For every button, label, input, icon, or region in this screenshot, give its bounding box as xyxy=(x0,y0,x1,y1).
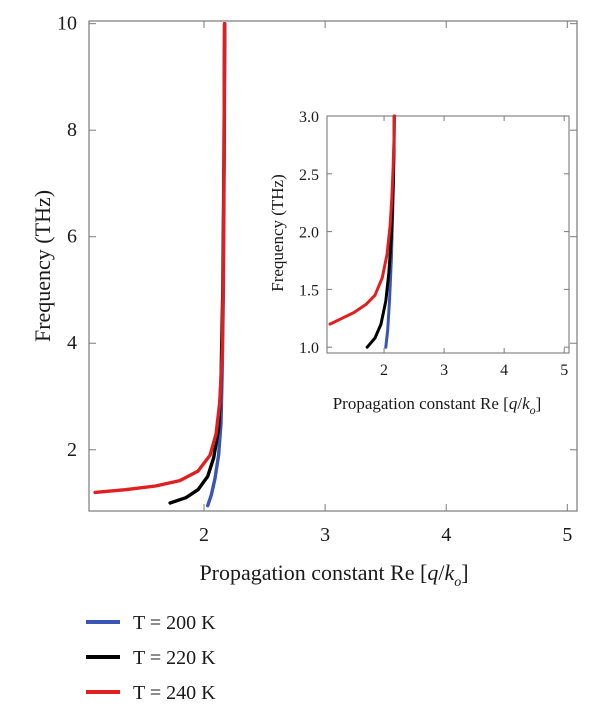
main-x-axis-label: Propagation constant Re [q/ko] xyxy=(199,560,468,590)
inset-x-tick-label: 4 xyxy=(500,362,508,379)
inset-y-axis-label: Frequency (THz) xyxy=(268,174,287,292)
inset-tick-labels: 2 3 4 5 1.0 1.5 2.0 2.5 3.0 xyxy=(299,109,568,379)
main-series-group xyxy=(93,22,227,508)
inset-y-tick-label: 1.5 xyxy=(299,282,319,299)
inset-x-axis-label-slash: / xyxy=(517,394,522,413)
main-x-tick-label: 2 xyxy=(199,524,209,546)
main-y-tick-label: 8 xyxy=(67,119,77,141)
inset-x-tick-label: 5 xyxy=(560,362,568,379)
legend-label-220k: T = 220 K xyxy=(133,647,216,669)
inset-y-tick-label: 1.0 xyxy=(299,340,319,357)
inset-y-tick-label: 2.0 xyxy=(299,225,319,242)
inset-x-tick-label: 2 xyxy=(380,362,388,379)
main-x-axis-label-q: q xyxy=(427,560,438,585)
main-y-tick-label: 10 xyxy=(57,13,77,35)
inset-series-line-240k xyxy=(328,114,396,326)
main-y-tick-label: 6 xyxy=(67,226,77,248)
legend: T = 200 K T = 220 K T = 240 K xyxy=(86,612,216,704)
inset-ticks xyxy=(327,115,569,353)
main-y-axis-label: Frequency (THz) xyxy=(30,190,55,342)
inset-x-axis-label-q: q xyxy=(509,394,518,413)
main-plot: 2 3 4 5 2 4 6 8 10 Frequency (THz) Propagation c… xyxy=(30,13,578,590)
inset-x-axis-label-suffix: ] xyxy=(536,394,542,413)
inset-plot-background xyxy=(327,116,569,353)
main-plot-frame xyxy=(88,20,578,512)
legend-label-200k: T = 200 K xyxy=(133,612,216,634)
inset-y-tick-label: 2.5 xyxy=(299,167,319,184)
inset-x-axis-label-prefix: Propagation constant Re [ xyxy=(333,394,509,413)
inset-plot-frame xyxy=(326,115,570,354)
main-x-axis-label-slash: / xyxy=(438,560,445,585)
main-x-tick-label: 5 xyxy=(562,524,572,546)
main-x-axis-label-k: k xyxy=(444,560,455,585)
inset-plot: 2 3 4 5 1.0 1.5 2.0 2.5 3.0 Frequency (THz) Prop… xyxy=(268,109,570,417)
main-x-axis-label-suffix: ] xyxy=(461,560,468,585)
main-ticks xyxy=(89,21,577,511)
main-x-tick-label: 3 xyxy=(320,524,330,546)
inset-x-axis-label-sub: o xyxy=(530,403,536,417)
inset-x-axis-label: Propagation constant Re [q/ko] xyxy=(333,394,542,417)
inset-x-axis-label-k: k xyxy=(522,394,530,413)
main-x-axis-label-sub: o xyxy=(454,575,461,590)
legend-label-240k: T = 240 K xyxy=(133,682,216,704)
inset-y-tick-label: 3.0 xyxy=(299,109,319,126)
main-y-tick-label: 2 xyxy=(67,439,77,461)
main-series-line-240k xyxy=(93,22,227,495)
inset-series-group xyxy=(328,114,396,349)
inset-x-tick-label: 3 xyxy=(440,362,448,379)
main-tick-labels: 2 3 4 5 2 4 6 8 10 xyxy=(57,13,572,546)
main-x-axis-label-prefix: Propagation constant Re [ xyxy=(199,560,427,585)
main-x-tick-label: 4 xyxy=(441,524,451,546)
main-y-tick-label: 4 xyxy=(67,332,77,354)
